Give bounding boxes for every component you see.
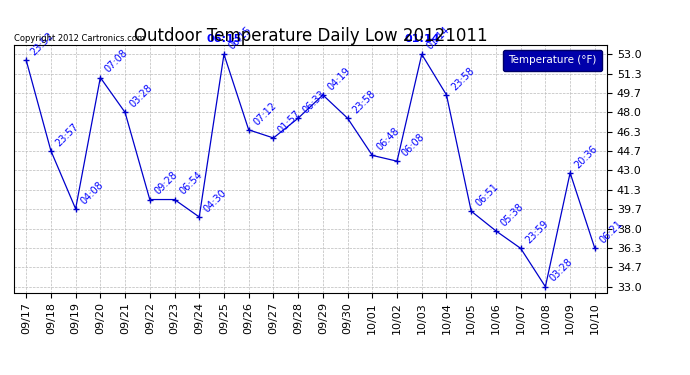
Text: 05:38: 05:38 xyxy=(499,201,526,228)
Legend: Temperature (°F): Temperature (°F) xyxy=(503,50,602,70)
Text: 06:54: 06:54 xyxy=(177,170,204,197)
Text: 01:14: 01:14 xyxy=(404,34,440,44)
Title: Outdoor Temperature Daily Low 20121011: Outdoor Temperature Daily Low 20121011 xyxy=(134,27,487,45)
Text: 06:15: 06:15 xyxy=(227,25,253,51)
Text: 01:57: 01:57 xyxy=(276,108,303,135)
Text: 04:08: 04:08 xyxy=(79,179,105,206)
Text: 04:30: 04:30 xyxy=(202,188,228,214)
Text: 03:28: 03:28 xyxy=(548,257,575,284)
Text: 23:52: 23:52 xyxy=(29,30,56,57)
Text: 06:48: 06:48 xyxy=(375,126,402,153)
Text: 01:14: 01:14 xyxy=(424,25,451,51)
Text: 09:28: 09:28 xyxy=(152,170,179,197)
Text: 07:08: 07:08 xyxy=(103,48,130,75)
Text: 23:59: 23:59 xyxy=(524,219,551,246)
Text: 20:36: 20:36 xyxy=(573,143,600,170)
Text: Copyright 2012 Cartronics.com: Copyright 2012 Cartronics.com xyxy=(14,33,145,42)
Text: 03:28: 03:28 xyxy=(128,83,155,110)
Text: 06:15: 06:15 xyxy=(206,34,242,44)
Text: 04:19: 04:19 xyxy=(326,66,353,92)
Text: 06:51: 06:51 xyxy=(474,182,501,209)
Text: 23:58: 23:58 xyxy=(449,65,476,92)
Text: 07:12: 07:12 xyxy=(251,100,278,127)
Text: 06:33: 06:33 xyxy=(301,89,328,116)
Text: 06:08: 06:08 xyxy=(400,132,426,158)
Text: 06:21: 06:21 xyxy=(598,219,624,246)
Text: 23:57: 23:57 xyxy=(54,121,81,148)
Text: 23:58: 23:58 xyxy=(351,88,377,116)
